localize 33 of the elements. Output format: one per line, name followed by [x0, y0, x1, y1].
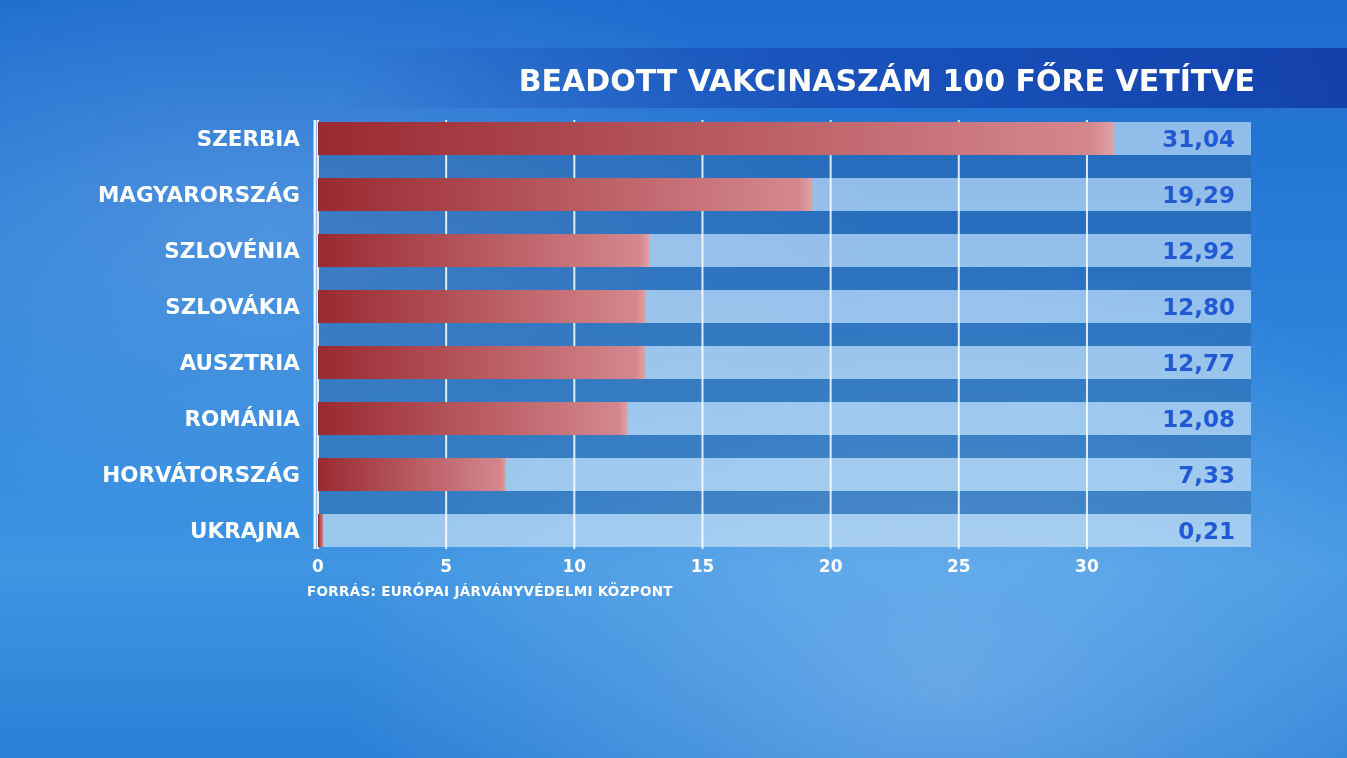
- x-tick-label: 30: [1075, 556, 1099, 576]
- y-tick-label: HORVÁTORSZÁG: [102, 462, 300, 488]
- data-label: 12,08: [1162, 406, 1235, 433]
- data-label: 31,04: [1162, 126, 1235, 153]
- y-tick-label: UKRAJNA: [190, 518, 301, 544]
- data-label: 12,92: [1162, 238, 1235, 265]
- y-tick-label: ROMÁNIA: [184, 406, 301, 432]
- bar: [318, 289, 647, 324]
- bar: [318, 401, 628, 436]
- bar: [318, 121, 1114, 156]
- bar: [318, 345, 646, 380]
- data-label: 12,77: [1162, 350, 1235, 377]
- y-tick-label: AUSZTRIA: [179, 350, 301, 376]
- text: FORRÁS: EURÓPAI JÁRVÁNYVÉDELMI KÖZPONT: [307, 582, 674, 599]
- y-tick-label: SZLOVÁKIA: [165, 294, 301, 320]
- data-label: 7,33: [1178, 462, 1235, 489]
- data-label: 12,80: [1162, 294, 1235, 321]
- x-tick-label: 10: [562, 556, 587, 576]
- data-label: 19,29: [1162, 182, 1235, 209]
- bar: [318, 457, 506, 492]
- bar: [318, 513, 324, 548]
- y-tick-label: MAGYARORSZÁG: [97, 182, 300, 208]
- x-tick-label: 5: [440, 556, 453, 576]
- x-tick-label: 15: [690, 556, 715, 576]
- chart-title: BEADOTT VAKCINASZÁM 100 FŐRE VETÍTVE: [518, 62, 1255, 98]
- x-tick-label: 20: [818, 556, 843, 576]
- bar: [318, 177, 813, 212]
- x-tick-label: 25: [946, 556, 971, 576]
- x-tick-label: 0: [312, 556, 325, 576]
- y-tick-label: SZLOVÉNIA: [164, 238, 301, 264]
- y-tick-label: SZERBIA: [196, 126, 301, 152]
- data-label: 0,21: [1178, 518, 1235, 545]
- bar: [318, 233, 650, 268]
